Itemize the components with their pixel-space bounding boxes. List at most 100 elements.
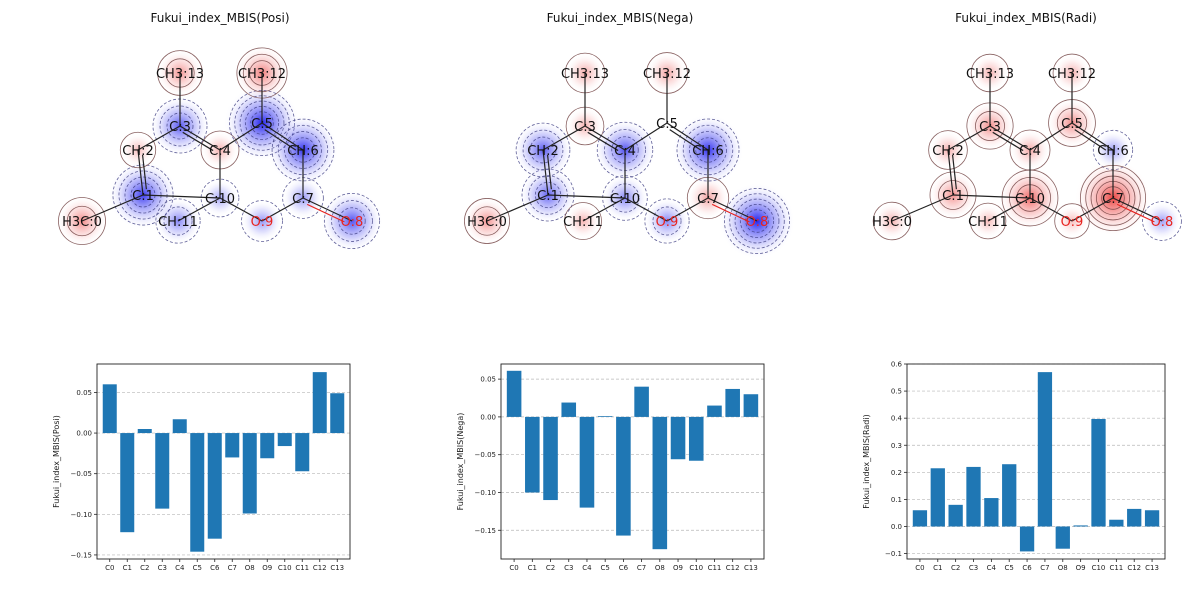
bar-1-O8	[652, 416, 668, 550]
contour-ring-1-C2	[522, 129, 564, 171]
atom-label-0-O9: O:9	[251, 215, 274, 230]
atom-label-1-O8: O:8	[746, 215, 769, 230]
y-tick-label-1-2: −0.05	[475, 451, 496, 459]
y-tick-label-1-0: 0.05	[480, 376, 496, 384]
contour-ring-0-O8	[331, 200, 373, 242]
y-tick-label-0-2: −0.05	[71, 470, 92, 478]
bar-1-C11	[707, 405, 722, 417]
contour-ring-0-C3	[159, 105, 201, 147]
x-tick-label-0-C11: C11	[295, 564, 309, 572]
x-tick-label-2-C13: C13	[1145, 564, 1159, 572]
y-axis-label-0: Fukui_index_MBIS(Posi)	[52, 415, 61, 508]
bond-2-C7-O8	[1112, 197, 1163, 222]
x-tick-label-0-C6: C6	[210, 564, 220, 572]
atom-label-2-O9: O:9	[1061, 215, 1084, 230]
x-tick-label-0-O8: O8	[245, 564, 255, 572]
contour-ring-1-C6	[689, 131, 727, 169]
contour-ring-1-O9	[644, 198, 690, 244]
plot-frame-0	[96, 363, 351, 560]
atom-label-1-C13: CH3:13	[561, 67, 609, 82]
bar-1-C7	[634, 386, 649, 417]
bar-0-C7	[225, 433, 240, 458]
bond-0-C1-C2	[137, 149, 144, 196]
bar-1-O9	[670, 416, 686, 460]
contour-ring-0-C5	[250, 111, 274, 135]
y-tick-label-1-4: −0.15	[475, 527, 496, 535]
bond-0-C4-C5	[219, 122, 263, 151]
bar-1-C2	[543, 416, 558, 501]
contour-ring-0-C6	[284, 131, 322, 169]
contour-ring-2-C0	[872, 201, 912, 241]
y-tick-label-2-0: 0.6	[891, 361, 903, 369]
atom-label-1-C11: CH:11	[563, 215, 603, 230]
bar-2-C11	[1109, 519, 1124, 527]
contour-ring-1-C11	[564, 202, 602, 240]
atom-label-2-C0: H3C:0	[872, 215, 912, 230]
bond-1-C2-C3	[542, 125, 586, 151]
bar-1-C10	[688, 416, 704, 461]
bond-1-C4-C5	[624, 122, 668, 151]
double-bond-1-C3-C4	[587, 131, 619, 152]
bond-2-C10-C1	[952, 194, 1031, 199]
x-tick-label-2-O8: O8	[1058, 564, 1068, 572]
double-bond-1-C1-C2	[546, 154, 552, 190]
atom-label-0-C4: C:4	[209, 144, 231, 159]
x-tick-label-1-C4: C4	[582, 564, 592, 572]
contour-ring-2-C11	[969, 202, 1007, 240]
atom-label-1-C7: C:7	[697, 192, 719, 207]
bar-0-C1	[120, 433, 135, 533]
x-tick-label-1-C13: C13	[744, 564, 758, 572]
bar-1-C0	[506, 370, 522, 417]
bond-2-C1-C2	[947, 149, 954, 196]
x-tick-label-2-C3: C3	[969, 564, 978, 572]
bar-1-C4	[579, 416, 595, 508]
atom-label-2-C10: C:10	[1015, 192, 1045, 207]
bond-1-O9-C10	[624, 197, 668, 222]
atom-label-0-C6: CH:6	[287, 144, 319, 159]
y-tick-label-2-7: −0.1	[885, 550, 902, 558]
bar-0-C0	[102, 384, 117, 434]
x-tick-label-0-C10: C10	[278, 564, 292, 572]
bond-2-C5-C6	[1071, 122, 1114, 151]
bar-0-O9	[260, 433, 275, 459]
x-tick-label-2-C4: C4	[987, 564, 997, 572]
double-bond-0-C7-O8	[306, 203, 345, 223]
y-tick-label-0-0: 0.05	[76, 389, 92, 397]
bar-chart-1: 0.05 0.00 −0.05 −0.10 −0.15 C0 C1 C2 C3 C4 C5 C6 C7 O…	[456, 363, 765, 572]
bar-2-C0	[912, 510, 928, 527]
contour-ring-1-C10	[602, 175, 648, 221]
contour-ring-1-C6	[682, 124, 734, 176]
contour-ring-1-C6	[695, 137, 721, 163]
contour-ring-2-C1	[929, 171, 977, 219]
contour-ring-0-C1	[118, 170, 168, 220]
double-bond-0-C5-C6	[264, 129, 297, 151]
bar-0-C5	[190, 433, 205, 552]
contour-ring-0-C0	[66, 205, 98, 237]
atom-label-2-C5: C:5	[1061, 117, 1083, 132]
bar-1-C12	[725, 388, 740, 417]
contour-ring-0-C11	[163, 206, 193, 236]
bond-1-C3-C4	[584, 125, 626, 151]
x-tick-label-2-C2: C2	[951, 564, 960, 572]
bar-chart-2: 0.6 0.5 0.4 0.3 0.2 0.1 0.0 −0.1 C0 C1 C2 C3 C4 C5 C6 C…	[862, 361, 1166, 572]
bar-chart-0: 0.05 0.00 −0.05 −0.10 −0.15 C0 C1 C2 C3 C4 C5 C6 C7 O…	[52, 363, 351, 572]
bond-0-C0-C1	[81, 194, 144, 222]
bond-1-C1-C2	[542, 149, 549, 196]
bar-2-C1	[930, 468, 945, 527]
bar-2-C5	[1002, 464, 1017, 527]
bar-2-C3	[966, 466, 981, 527]
atom-label-2-C13: CH3:13	[966, 67, 1014, 82]
x-tick-label-0-C2: C2	[140, 564, 149, 572]
atom-label-0-C10: C:10	[205, 192, 235, 207]
x-tick-label-1-C12: C12	[726, 564, 740, 572]
bar-1-C1	[525, 416, 540, 493]
bar-0-C3	[155, 433, 170, 509]
contour-ring-1-O8	[724, 187, 791, 254]
bar-1-C6	[616, 416, 631, 536]
double-bond-0-C3-C4	[182, 131, 214, 152]
atom-label-2-C1: C:1	[942, 189, 964, 204]
y-tick-label-2-4: 0.2	[891, 469, 902, 477]
atom-label-2-C12: CH3:12	[1048, 67, 1096, 82]
contour-ring-2-O9	[1054, 203, 1090, 239]
contour-ring-0-C1	[124, 176, 162, 214]
